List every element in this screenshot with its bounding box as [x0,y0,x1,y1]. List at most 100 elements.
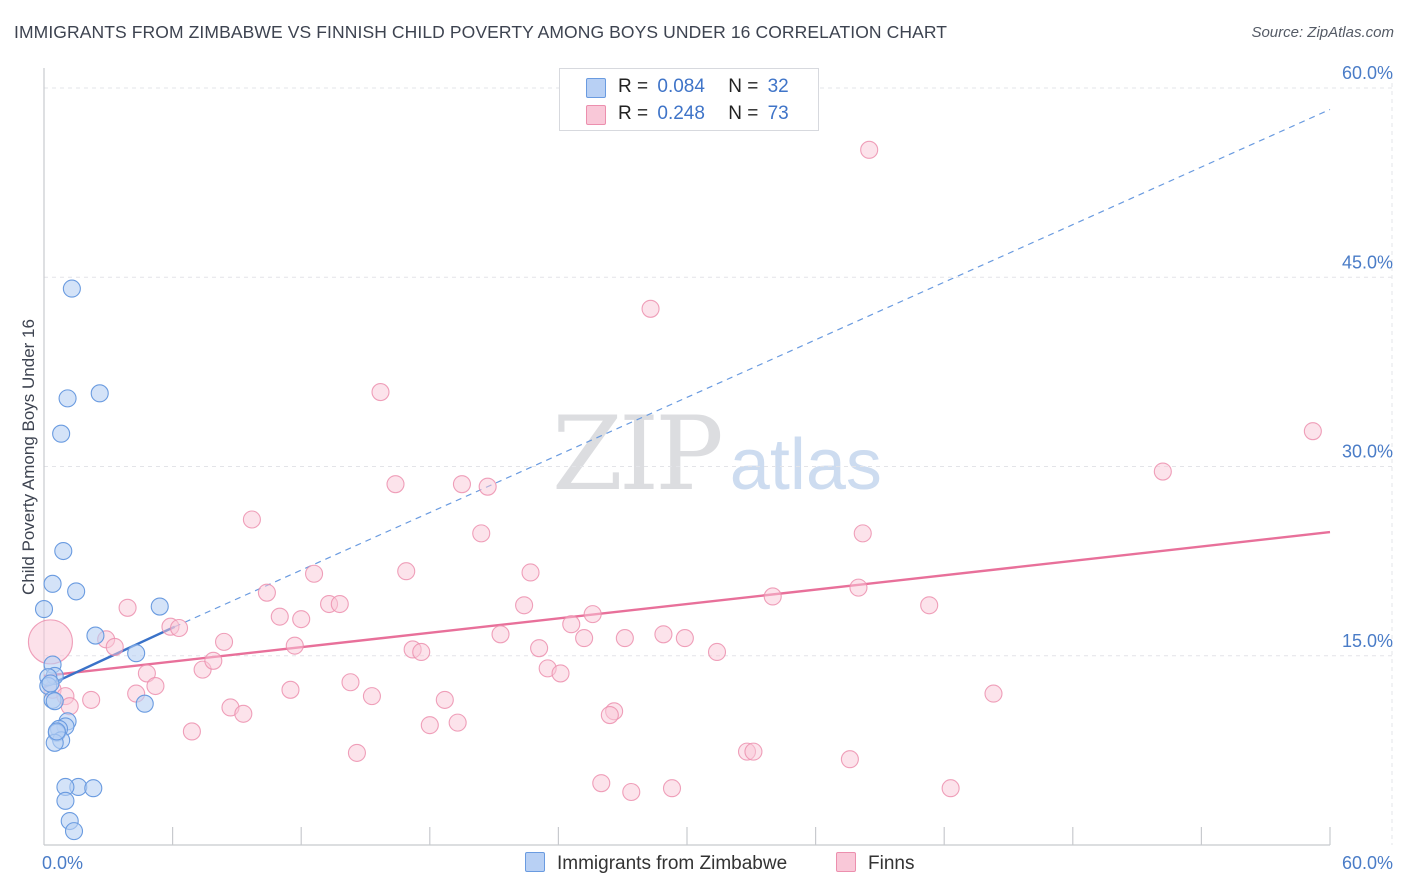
point-zimbabwe [45,692,64,711]
point-finns [662,779,682,798]
point-zimbabwe [135,694,154,713]
point-finns [654,625,673,644]
point-finns [420,716,439,735]
source-credit: Source: ZipAtlas.com [1251,24,1394,41]
point-zimbabwe [41,674,60,693]
data-points [27,140,1322,841]
point-finns [452,475,472,494]
legend-swatch-zimbabwe [586,78,606,98]
watermark-zip: ZIP [552,395,724,514]
legend-n-value: 32 [767,76,789,97]
point-finns [840,750,859,769]
legend-r-value: 0.084 [657,76,705,97]
y-tick-label: 60.0% [1342,63,1393,83]
point-finns [371,383,390,402]
bottom-legend-label-finns: Finns [868,853,915,874]
point-zimbabwe [43,574,62,593]
bottom-legend-swatch-zimbabwe [525,852,545,872]
point-finns [744,742,763,761]
x-tick-label: 0.0% [42,853,83,873]
point-finns [204,651,223,670]
legend-n-value: 73 [767,103,789,124]
point-finns [1153,462,1172,481]
point-finns [583,605,602,624]
point-finns [60,697,79,716]
point-finns [234,704,253,723]
chart-title: IMMIGRANTS FROM ZIMBABWE VS FINNISH CHIL… [14,22,948,42]
legend-r-label: R = [618,76,649,97]
point-zimbabwe [56,791,75,810]
point-finns [920,596,939,615]
point-finns [515,596,534,615]
bottom-legend-zimbabwe: Immigrants from Zimbabwe [525,852,787,875]
trend-line-zimbabwe-extension [174,108,1331,628]
point-finns [551,664,570,683]
point-zimbabwe [34,600,54,619]
point-zimbabwe [52,424,71,443]
axes [43,68,1331,846]
point-finns [412,642,431,662]
point-finns [853,524,872,543]
point-finns [435,690,454,709]
point-finns [675,629,694,648]
point-finns [137,664,156,683]
x-tick-label: 60.0% [1342,853,1393,873]
legend-r-label: R = [618,103,649,124]
point-finns [562,615,581,634]
point-zimbabwe [47,722,66,741]
y-tick-label: 15.0% [1342,631,1393,651]
point-finns [860,140,879,159]
bottom-legend-finns: Finns [836,852,914,875]
point-finns [1303,422,1322,441]
point-finns [478,477,497,496]
trend-line-zimbabwe [43,625,176,689]
point-zimbabwe [58,389,77,408]
correlation-legend: R = 0.084 N = 32 R = 0.248 N = 73 [559,68,819,131]
point-finns [641,299,660,318]
watermark-atlas: atlas [729,425,882,505]
point-zimbabwe [64,822,84,841]
point-zimbabwe [67,582,86,601]
point-finns [386,475,405,494]
trend-line-finns [43,530,1331,678]
watermark: ZIP atlas [552,395,882,514]
point-finns [169,618,189,638]
legend-n-label: N = [728,76,759,97]
point-finns [305,564,324,583]
point-finns [615,629,634,648]
point-finns [600,705,619,725]
point-finns [82,690,101,709]
point-finns [182,722,201,741]
y-tick-label: 45.0% [1342,252,1393,272]
point-finns [118,598,137,617]
point-finns [341,673,360,692]
legend-r-value: 0.248 [657,103,705,124]
trend-lines [43,108,1331,689]
point-finns [849,578,868,597]
point-finns [146,676,165,696]
point-finns [521,563,540,582]
point-finns [472,524,491,543]
point-zimbabwe [54,541,73,561]
point-finns [292,610,311,629]
y-axis-title: Child Poverty Among Boys Under 16 [19,319,38,595]
point-zimbabwe [62,279,81,298]
point-finns [448,713,467,732]
point-zimbabwe [127,644,146,663]
y-tick-label: 30.0% [1342,442,1393,462]
point-finns [362,687,381,706]
point-finns [270,607,289,626]
point-finns [707,642,727,662]
point-finns [214,632,234,651]
point-finns [622,782,641,802]
bottom-legend-label-zimbabwe: Immigrants from Zimbabwe [557,853,788,874]
grid-lines [44,75,1393,845]
point-finns [285,636,304,655]
point-finns [242,510,261,529]
point-finns [491,625,510,644]
point-finns [763,587,782,606]
point-finns [941,779,960,798]
point-zimbabwe [90,384,109,403]
point-finns [330,594,349,614]
